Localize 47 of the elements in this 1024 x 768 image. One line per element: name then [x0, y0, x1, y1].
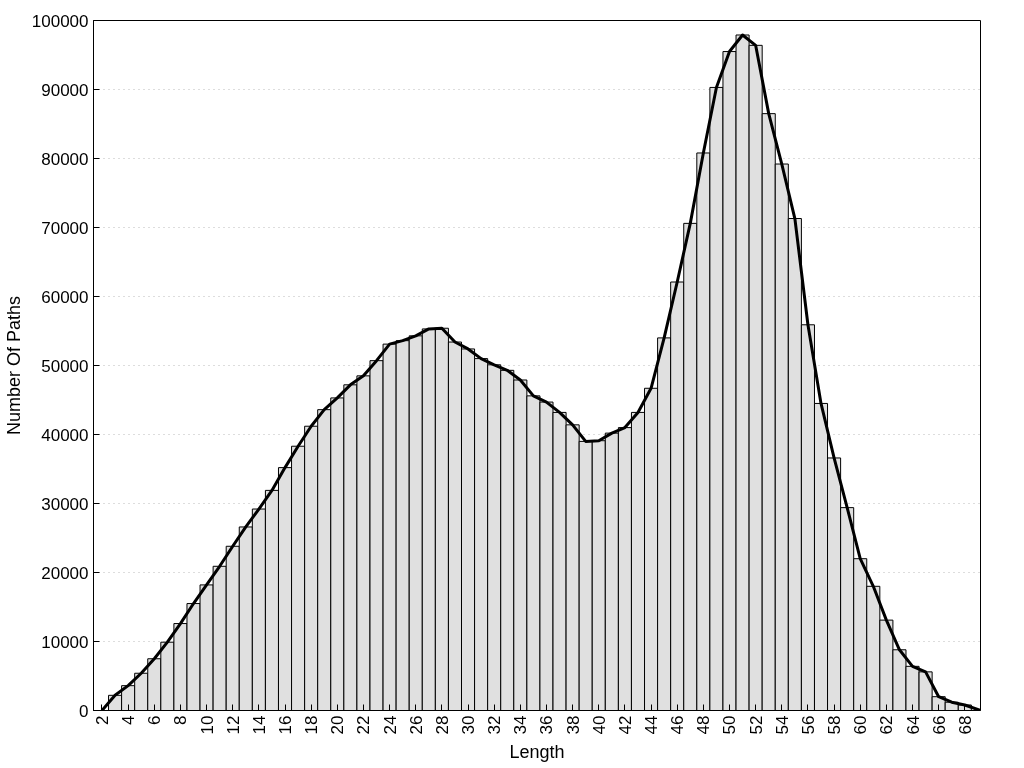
y-tick-label: 10000	[41, 632, 89, 652]
x-tick-label: 28	[432, 715, 452, 735]
y-tick-label: 60000	[41, 287, 89, 307]
x-tick-label: 4	[119, 715, 139, 725]
x-tick-label: 8	[171, 715, 191, 725]
x-axis-title: Length	[509, 742, 565, 763]
x-tick-label: 52	[746, 715, 766, 735]
y-tick-label: 80000	[41, 149, 89, 169]
x-tick-label: 54	[772, 715, 792, 735]
x-tick-label: 36	[537, 715, 557, 735]
x-tick-label: 6	[145, 715, 165, 725]
x-tick-label: 34	[511, 715, 531, 735]
x-tick-label: 40	[589, 715, 609, 735]
x-tick-label: 64	[903, 715, 923, 735]
y-tick-label: 20000	[41, 563, 89, 583]
x-tick-label: 66	[929, 715, 949, 735]
x-tick-label: 50	[720, 715, 740, 735]
x-tick-label: 24	[380, 715, 400, 735]
x-tick-label: 14	[249, 715, 269, 735]
x-tick-label: 56	[798, 715, 818, 735]
y-tick-label: 70000	[41, 218, 89, 238]
x-tick-label: 30	[459, 715, 479, 735]
x-tick-label: 42	[615, 715, 635, 735]
x-tick-label: 32	[485, 715, 505, 735]
x-tick-label: 62	[877, 715, 897, 735]
x-tick-label: 46	[668, 715, 688, 735]
x-tick-label: 20	[328, 715, 348, 735]
y-tick-label: 90000	[41, 80, 89, 100]
x-tick-label: 18	[302, 715, 322, 735]
x-tick-label: 68	[955, 715, 975, 735]
x-tick-label: 12	[223, 715, 243, 735]
y-tick-label: 30000	[41, 494, 89, 514]
x-tick-label: 60	[851, 715, 871, 735]
x-tick-label: 58	[825, 715, 845, 735]
y-axis-title: Number Of Paths	[3, 295, 24, 436]
x-tick-label: 10	[197, 715, 217, 735]
x-tick-label: 2	[93, 715, 112, 725]
y-tick-label: 100000	[31, 11, 89, 31]
x-tick-label: 38	[563, 715, 583, 735]
y-tick-label: 0	[79, 701, 89, 721]
x-tick-label: 22	[354, 715, 374, 735]
x-tick-label: 44	[642, 715, 662, 735]
x-tick-label: 16	[276, 715, 296, 735]
x-tick-label: 48	[694, 715, 714, 735]
y-tick-label: 50000	[41, 356, 89, 376]
x-tick-label: 26	[406, 715, 426, 735]
y-tick-label: 40000	[41, 425, 89, 445]
